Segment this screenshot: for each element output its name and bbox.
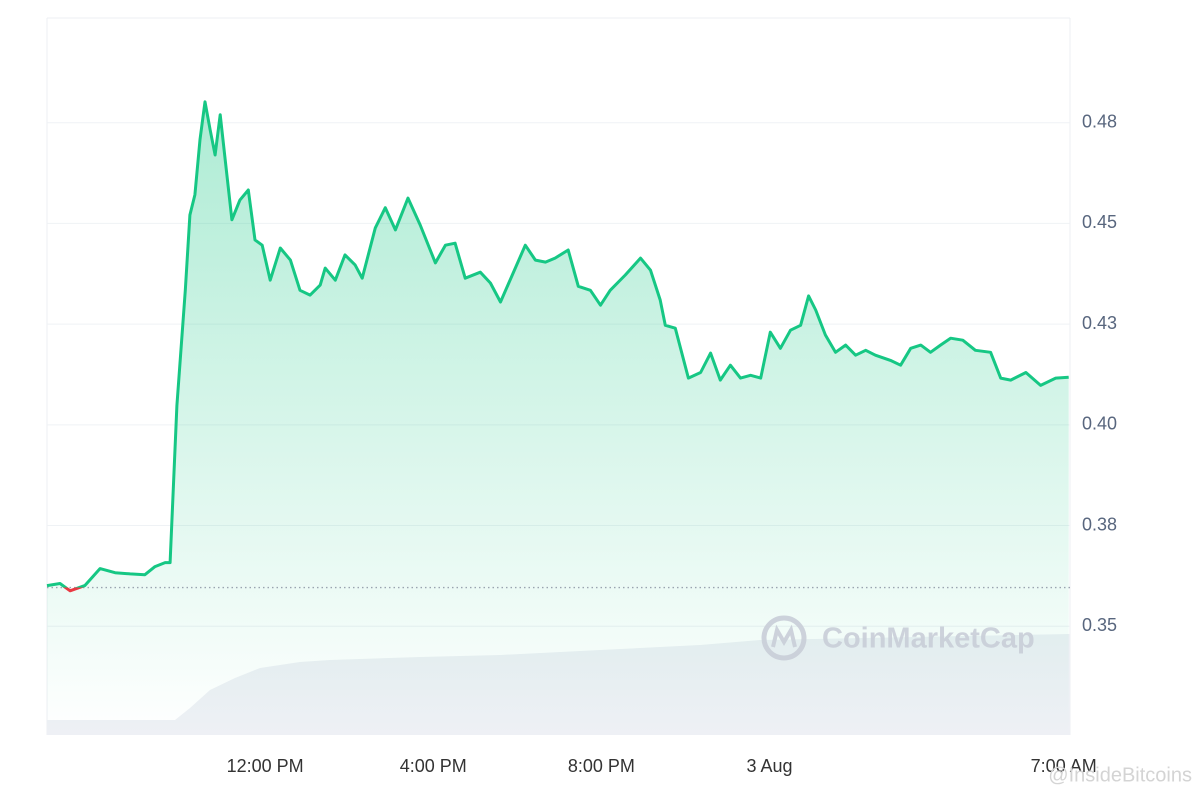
y-tick-label: 0.48 bbox=[1082, 111, 1117, 131]
y-tick-label: 0.38 bbox=[1082, 514, 1117, 534]
x-tick-label: 7:00 AM bbox=[1031, 756, 1097, 776]
watermark-logo bbox=[761, 615, 807, 661]
y-tick-label: 0.35 bbox=[1082, 615, 1117, 635]
y-tick-label: 0.43 bbox=[1082, 313, 1117, 333]
y-tick-label: 0.40 bbox=[1082, 414, 1117, 434]
credit: @InsideBitcoins bbox=[1048, 764, 1192, 786]
watermark: CoinMarketCap bbox=[761, 615, 1035, 661]
x-tick-label: 12:00 PM bbox=[227, 756, 304, 776]
x-tick-label: 3 Aug bbox=[746, 756, 792, 776]
y-tick-label: 0.45 bbox=[1082, 212, 1117, 232]
price-line bbox=[46, 100, 1069, 593]
price-area bbox=[47, 101, 1069, 736]
x-tick-label: 8:00 PM bbox=[568, 756, 635, 776]
watermark-logo-m bbox=[771, 624, 797, 648]
x-tick-label: 4:00 PM bbox=[400, 756, 467, 776]
watermark-text: CoinMarketCap bbox=[822, 623, 1035, 655]
